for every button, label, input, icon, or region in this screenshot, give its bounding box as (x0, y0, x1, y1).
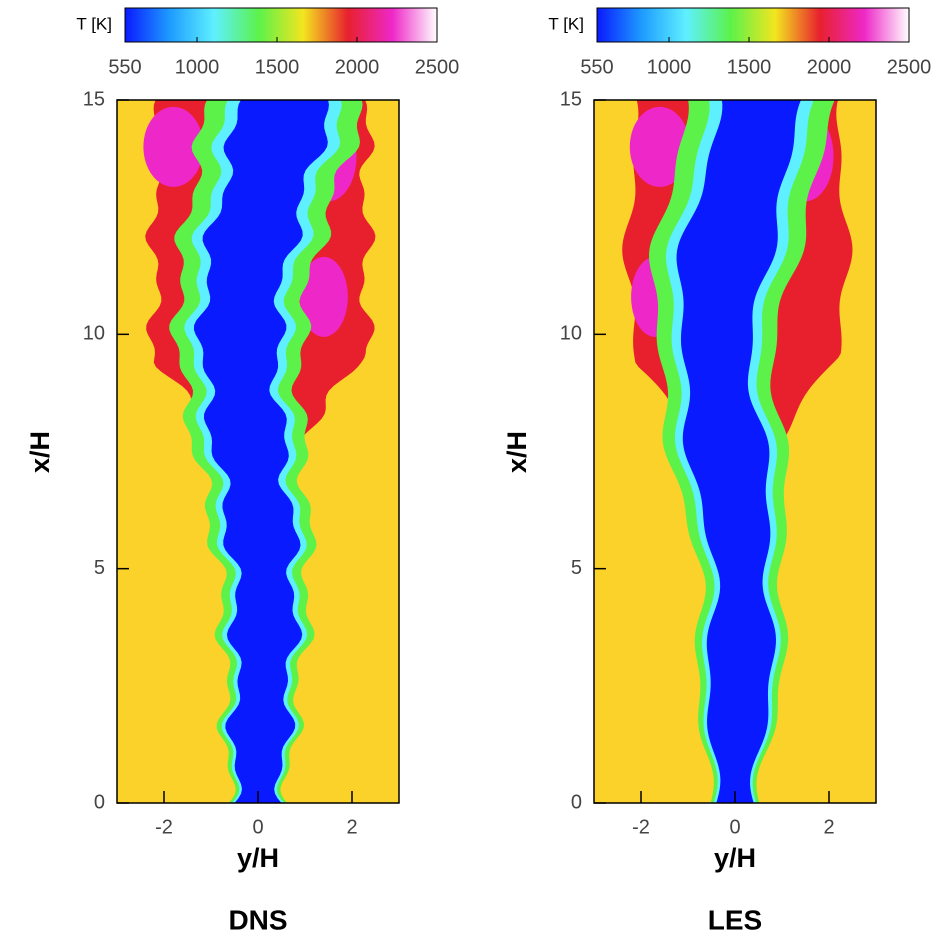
plot-area (117, 100, 399, 803)
x-tick-label: 2 (346, 816, 357, 838)
colorbar-tick-label: 2000 (335, 56, 380, 78)
x-tick-label: 2 (823, 816, 834, 838)
y-tick-label: 0 (571, 791, 582, 813)
x-axis-label: y/H (237, 843, 279, 873)
colorbar-label: T [K] (76, 14, 112, 33)
y-tick-label: 15 (83, 88, 105, 110)
jet-core (193, 100, 329, 803)
hot-blob (143, 106, 204, 187)
colorbar-tick-label: 2000 (807, 56, 852, 78)
y-tick-label: 0 (94, 791, 105, 813)
colorbar (596, 7, 910, 43)
colorbar-tick-label: 2500 (887, 56, 932, 78)
x-tick-label: -2 (632, 816, 650, 838)
y-tick-label: 5 (94, 557, 105, 579)
y-tick-label: 10 (560, 323, 582, 345)
colorbar-tick-label: 550 (108, 56, 141, 78)
colorbar (124, 7, 438, 43)
x-tick-label: 0 (729, 816, 740, 838)
x-tick-label: 0 (252, 816, 263, 838)
y-tick-label: 5 (571, 557, 582, 579)
colorbar-tick-label: 2500 (415, 56, 460, 78)
colorbar-tick-label: 1500 (255, 56, 300, 78)
panel-title: LES (708, 904, 762, 935)
colorbar-tick-label: 1000 (175, 56, 220, 78)
y-axis-label: x/H (502, 431, 532, 473)
colorbar-tick-label: 1500 (727, 56, 772, 78)
colorbar-label: T [K] (548, 14, 584, 33)
hot-blob (629, 106, 690, 187)
y-tick-label: 15 (560, 88, 582, 110)
jet-core (676, 100, 801, 803)
x-axis-label: y/H (714, 843, 756, 873)
hot-blob (299, 256, 348, 337)
colorbar-tick-label: 1000 (647, 56, 692, 78)
y-axis-label: x/H (25, 431, 55, 473)
y-tick-label: 10 (83, 323, 105, 345)
x-tick-label: -2 (155, 816, 173, 838)
plot-area (594, 100, 876, 803)
colorbar-tick-label: 550 (580, 56, 613, 78)
panel-title: DNS (228, 904, 287, 935)
